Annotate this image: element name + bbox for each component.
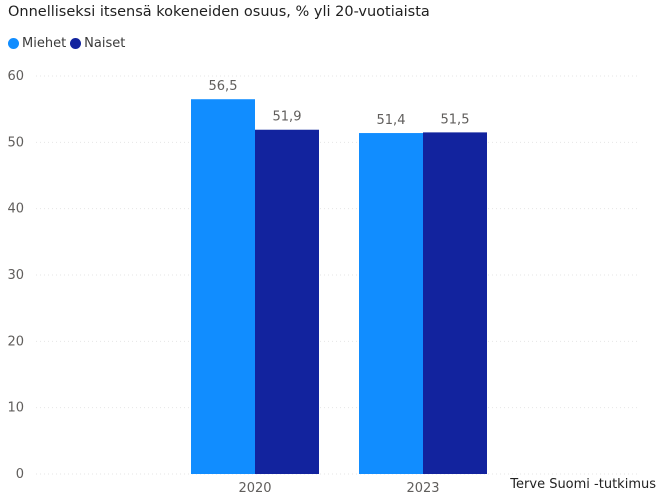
data-label: 51,9 xyxy=(273,110,302,125)
source-note: Terve Suomi -tutkimus xyxy=(510,477,656,492)
x-tick-label: 2023 xyxy=(406,481,439,496)
bar-naiset-2020[interactable] xyxy=(255,129,319,475)
data-label: 51,4 xyxy=(377,113,406,128)
y-tick-label: 20 xyxy=(7,334,24,349)
legend-item-miehet[interactable]: Miehet xyxy=(8,36,66,51)
legend-label-miehet: Miehet xyxy=(22,36,67,51)
legend-swatch-naiset xyxy=(70,38,82,49)
legend-swatch-miehet xyxy=(8,38,19,49)
x-tick-label: 2020 xyxy=(238,481,271,496)
y-tick-label: 10 xyxy=(7,401,24,416)
y-tick-label: 40 xyxy=(7,202,24,217)
y-tick-label: 0 xyxy=(16,467,24,482)
data-label: 56,5 xyxy=(209,79,238,94)
y-tick-label: 60 xyxy=(7,69,24,84)
legend-label-naiset: Naiset xyxy=(84,36,126,51)
data-label: 51,5 xyxy=(441,112,470,127)
bar-miehet-2023[interactable] xyxy=(359,133,423,474)
legend-item-naiset[interactable]: Naiset xyxy=(70,36,125,51)
bar-miehet-2020[interactable] xyxy=(191,99,255,474)
chart-title: Onnelliseksi itsensä kokeneiden osuus, %… xyxy=(8,4,430,20)
bar-naiset-2023[interactable] xyxy=(423,132,487,474)
y-tick-label: 30 xyxy=(7,268,24,283)
y-tick-label: 50 xyxy=(7,135,24,150)
legend: Miehet Naiset xyxy=(8,36,129,51)
